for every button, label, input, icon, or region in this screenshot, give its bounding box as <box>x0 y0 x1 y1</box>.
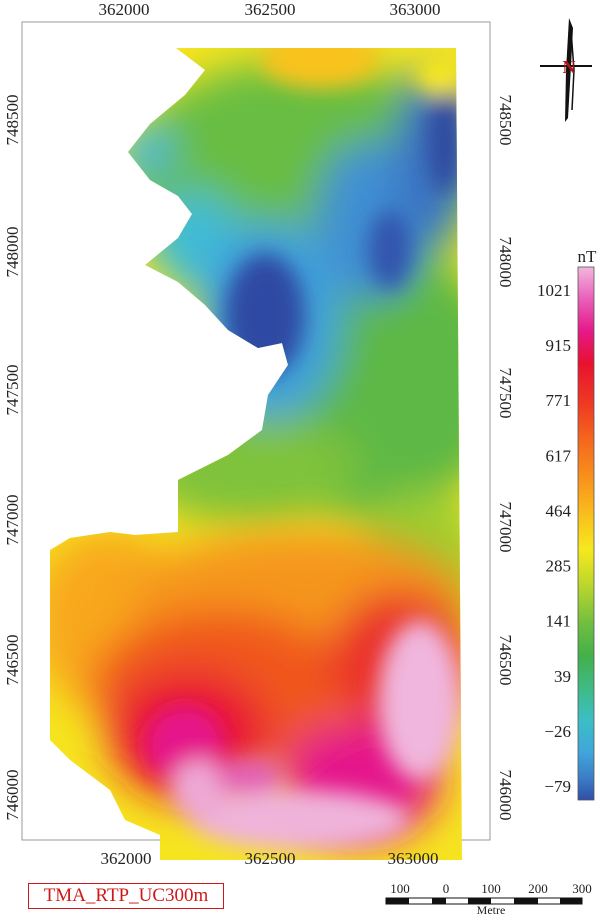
north-label: N <box>563 57 576 77</box>
legend-label: 285 <box>546 557 572 576</box>
scale-label: 100 <box>390 881 410 896</box>
legend-label: −26 <box>544 722 571 741</box>
y-tick-label: 746000 <box>3 770 22 821</box>
x-tick-label: 362000 <box>101 849 152 868</box>
x-axis-bottom: 362000 362500 363000 <box>101 849 439 868</box>
y-tick-label: 748000 <box>3 227 22 278</box>
legend-label: 1021 <box>537 281 571 300</box>
legend-label: 915 <box>546 336 572 355</box>
x-tick-label: 362500 <box>245 849 296 868</box>
y-tick-label: 747500 <box>496 368 515 419</box>
y-tick-label: 748500 <box>3 95 22 146</box>
x-axis-top: 362000 362500 363000 <box>99 0 441 19</box>
x-tick-label: 362000 <box>99 0 150 19</box>
y-tick-label: 746000 <box>496 770 515 821</box>
x-tick-label: 362500 <box>245 0 296 19</box>
scale-label: 0 <box>443 881 450 896</box>
scale-unit: Metre <box>477 903 506 917</box>
scale-label: 200 <box>528 881 548 896</box>
map-title: TMA_RTP_UC300m <box>28 883 224 909</box>
scale-label: 100 <box>481 881 501 896</box>
legend-label: 464 <box>546 501 572 520</box>
scale-bar: 100 0 100 200 300 Metre <box>385 881 592 917</box>
legend-label: 617 <box>546 446 572 465</box>
legend-label: −79 <box>544 777 571 796</box>
legend-labels: 1021 915 771 617 464 285 141 39 −26 −79 <box>537 281 572 796</box>
y-tick-label: 747500 <box>3 365 22 416</box>
legend-label: 141 <box>546 612 572 631</box>
north-arrow-icon: N <box>540 18 592 122</box>
x-tick-label: 363000 <box>390 0 441 19</box>
y-tick-label: 747000 <box>3 495 22 546</box>
color-legend: nT 1021 915 771 617 464 285 141 39 −26 −79 <box>537 247 598 801</box>
y-tick-label: 747000 <box>496 502 515 553</box>
scale-label: 300 <box>572 881 592 896</box>
legend-label: 771 <box>546 391 572 410</box>
y-axis-left: 748500 748000 747500 747000 746500 74600… <box>3 95 22 821</box>
y-tick-label: 748000 <box>496 237 515 288</box>
x-tick-label: 363000 <box>388 849 439 868</box>
legend-color-bar <box>577 266 595 801</box>
y-tick-label: 748500 <box>496 95 515 146</box>
y-tick-label: 746500 <box>496 635 515 686</box>
legend-label: 39 <box>554 667 571 686</box>
legend-unit: nT <box>578 247 598 266</box>
y-tick-label: 746500 <box>3 635 22 686</box>
y-axis-right: 748500 748000 747500 747000 746500 74600… <box>496 95 515 821</box>
